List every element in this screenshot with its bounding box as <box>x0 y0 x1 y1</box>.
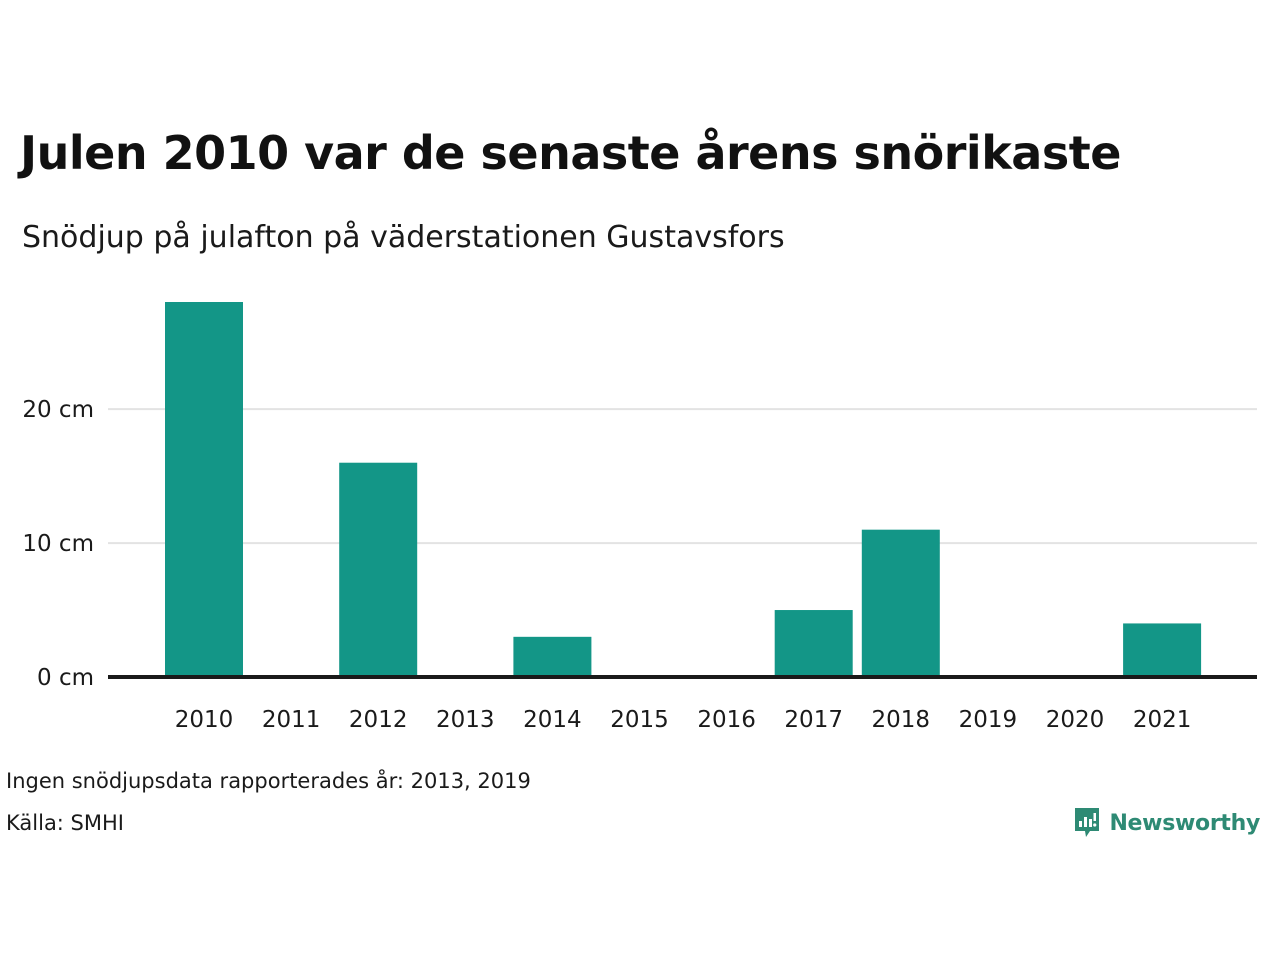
x-tick-label-2020: 2020 <box>1046 707 1105 733</box>
brand-name: Newsworthy <box>1109 810 1260 836</box>
y-tick-label: 20 cm <box>22 397 94 423</box>
gridlines <box>108 408 1257 545</box>
bar-2014 <box>513 636 592 677</box>
bar-2018 <box>861 529 940 677</box>
y-tick-label: 0 cm <box>37 665 94 691</box>
source-note: Källa: SMHI <box>6 811 124 835</box>
missing-data-note: Ingen snödjupsdata rapporterades år: 201… <box>6 769 531 793</box>
x-tick-label-2012: 2012 <box>349 707 408 733</box>
bar-2010 <box>165 302 243 677</box>
x-tick-label-2017: 2017 <box>784 707 843 733</box>
x-tick-label-2015: 2015 <box>610 707 669 733</box>
x-axis-labels: 2010 2011 2012 2013 2014 2015 2016 2017 2018 2019… <box>175 707 1192 733</box>
x-tick-label-2019: 2019 <box>959 707 1018 733</box>
x-tick-label-2018: 2018 <box>872 707 931 733</box>
bar-2012 <box>339 462 418 677</box>
x-tick-label-2013: 2013 <box>436 707 495 733</box>
bar-2021 <box>1123 623 1202 677</box>
x-tick-label-2021: 2021 <box>1133 707 1192 733</box>
bars <box>165 302 1202 677</box>
newsworthy-logo-icon <box>1075 808 1100 837</box>
chart-subtitle: Snödjup på julafton på väderstationen Gu… <box>22 220 785 255</box>
y-tick-label: 10 cm <box>22 531 94 557</box>
x-tick-label-2014: 2014 <box>523 707 582 733</box>
bar-2017 <box>774 610 853 677</box>
brand-logo: Newsworthy <box>1073 806 1260 840</box>
y-axis-labels: 0 cm 10 cm 20 cm <box>22 397 94 691</box>
x-tick-label-2016: 2016 <box>697 707 756 733</box>
x-tick-label-2011: 2011 <box>262 707 321 733</box>
chart-title: Julen 2010 var de senaste årens snörikas… <box>20 126 1121 180</box>
x-tick-label-2010: 2010 <box>175 707 234 733</box>
